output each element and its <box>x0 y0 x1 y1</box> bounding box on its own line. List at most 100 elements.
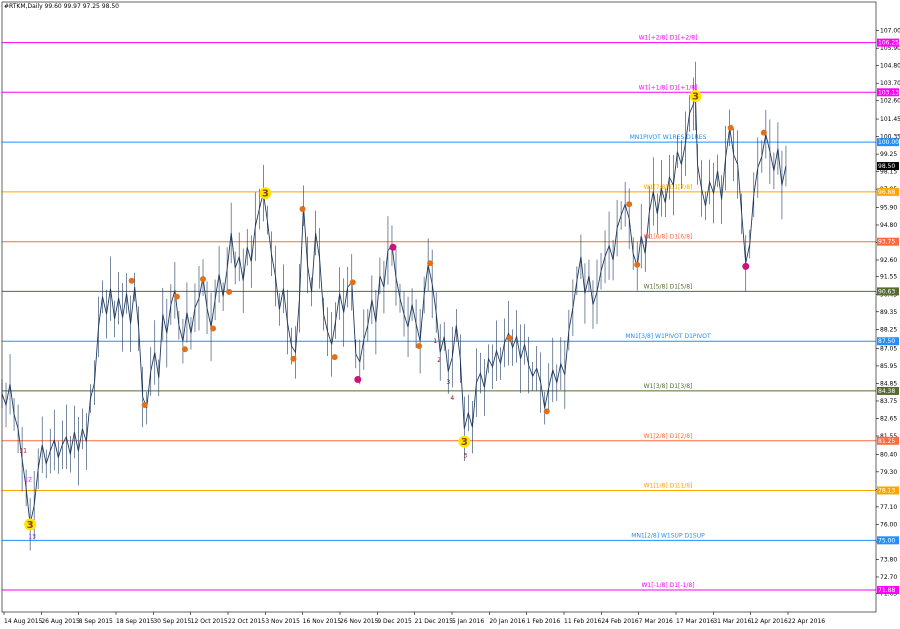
y-tick-label: 103.70 <box>880 80 900 87</box>
wave-marker-orange <box>349 279 356 286</box>
x-tick-label: 12 Apr 2016 <box>751 618 788 625</box>
current-price-tag-bg <box>877 162 899 171</box>
y-tick-label: 71.65 <box>880 591 897 598</box>
level-price-tag: 75.00 <box>877 536 899 545</box>
markers-layer: 3 3 3 3 <box>24 89 767 531</box>
level-price-tag-text: 87.50 <box>878 338 895 345</box>
x-tick-label: 5 Jan 2016 <box>452 618 484 625</box>
y-tick-label: 104.80 <box>880 63 900 70</box>
level-price-tag-bg <box>877 386 899 395</box>
wave-marker-orange <box>299 206 306 213</box>
x-tick-label: 21 Dec 2015 <box>415 618 454 625</box>
y-tick-label: 82.65 <box>880 415 897 422</box>
level-price-tag-bg <box>877 138 899 147</box>
wave-count-label: 4 <box>450 395 454 402</box>
y-tick-label: 95.90 <box>880 204 897 211</box>
x-tick-label: 26 Nov 2015 <box>340 618 379 625</box>
y-tick-label: 91.55 <box>880 274 897 281</box>
level-price-tag-bg <box>877 486 899 495</box>
level-label: MN1[2/8] W1SUP D1SUP <box>631 532 705 539</box>
y-tick-label: 72.70 <box>880 574 897 581</box>
level-price-tag-text: 81.25 <box>878 438 895 445</box>
x-tick-label: 24 Feb 2016 <box>601 618 639 625</box>
wave-count-label: 3 <box>463 453 467 460</box>
price-tags-layer: 106.25 103.13 100.00 96.88 93.75 90.63 87.50 84… <box>877 38 899 595</box>
x-tick-label: 14 Aug 2015 <box>4 618 43 625</box>
level-label: MN1PIVOT W1RES D1RES <box>630 134 707 141</box>
level-label: W1[6/8] D1[6/8] <box>644 234 693 241</box>
level-price-tag: 84.38 <box>877 386 899 395</box>
level-price-tag-bg <box>877 88 899 97</box>
wave-count-label: 2 <box>437 357 441 364</box>
wave-marker-orange <box>760 129 767 136</box>
level-price-tag-text: 71.88 <box>878 587 895 594</box>
wave-marker-label: 3 <box>461 437 468 448</box>
level-price-tag: 81.25 <box>877 436 899 445</box>
y-tick-label: 88.25 <box>880 326 897 333</box>
wave-marker-orange <box>210 325 217 332</box>
wave-marker-major <box>458 435 471 448</box>
level-price-tag: 78.13 <box>877 486 899 495</box>
wave-marker-orange <box>200 276 207 283</box>
level-label: W1[-1/8] D1[-1/8] <box>641 582 694 589</box>
y-tick-label: 87.05 <box>880 345 897 352</box>
level-label: MN1[3/8] W1PIVOT D1PIVOT <box>625 333 711 340</box>
level-price-tag-text: 96.88 <box>878 189 895 196</box>
level-price-tag-bg <box>877 187 899 196</box>
level-label: W1[+1/8] D1[+1/8] <box>639 84 698 91</box>
x-tick-label: 16 Nov 2015 <box>303 618 342 625</box>
y-tick-label: 76.00 <box>880 521 897 528</box>
plot-border <box>1 1 877 613</box>
level-price-tag-text: 100.00 <box>878 139 899 146</box>
y-tick-label: 84.85 <box>880 380 897 387</box>
wave-count-label: 3 <box>446 379 450 386</box>
level-price-tag-bg <box>877 436 899 445</box>
y-tick-label: 100.35 <box>880 134 900 141</box>
level-price-tag-text: 93.75 <box>878 239 895 246</box>
y-tick-label: 85.95 <box>880 363 897 370</box>
wave-marker-magenta <box>354 375 362 383</box>
x-tick-label: 31 Mar 2016 <box>713 618 751 625</box>
level-price-tag-text: 84.38 <box>878 388 895 395</box>
x-tick-label: 11 Feb 2016 <box>564 618 602 625</box>
y-tick-label: 101.45 <box>880 116 900 123</box>
level-label: W1[+2/8] D1[+2/8] <box>639 35 698 42</box>
current-price-tag-text: 98.50 <box>878 163 895 170</box>
level-price-tag: 100.00 <box>877 138 899 147</box>
wave-marker-label: 3 <box>692 91 699 102</box>
wave-marker-orange <box>506 335 513 342</box>
level-label: W1[1/8] D1[1/8] <box>644 482 693 489</box>
y-tick-label: 79.30 <box>880 469 897 476</box>
y-tick-label: 83.75 <box>880 398 897 405</box>
level-label: W1[5/8] D1[5/8] <box>644 283 693 290</box>
wave-marker-orange <box>634 261 641 268</box>
level-price-tag-text: 90.63 <box>878 288 895 295</box>
level-label: W1[2/8] D1[2/8] <box>644 433 693 440</box>
level-price-tag-bg <box>877 586 899 595</box>
level-price-tag-bg <box>877 337 899 346</box>
y-tick-label: 99.25 <box>880 151 897 158</box>
y-tick-label: 80.40 <box>880 451 897 458</box>
level-price-tag: 71.88 <box>877 586 899 595</box>
level-price-tag-bg <box>877 237 899 246</box>
x-tick-label: 1 Feb 2016 <box>527 618 561 625</box>
x-tick-label: 30 Sep 2015 <box>153 618 191 625</box>
wave-marker-major <box>24 518 37 531</box>
level-price-tag: 96.88 <box>877 187 899 196</box>
x-tick-label: 3 Nov 2015 <box>265 618 300 625</box>
level-price-tag: 90.63 <box>877 287 899 296</box>
x-tick-label: 9 Dec 2015 <box>377 618 412 625</box>
level-price-tag-bg <box>877 287 899 296</box>
x-tick-label: 18 Sep 2015 <box>116 618 154 625</box>
level-price-tag: 106.25 <box>877 38 899 47</box>
wave-marker-orange <box>331 354 338 361</box>
level-price-tag-text: 106.25 <box>878 40 899 47</box>
level-price-tag: 93.75 <box>877 237 899 246</box>
level-price-tag-bg <box>877 536 899 545</box>
wave-marker-orange <box>141 401 148 408</box>
wave-marker-orange <box>626 201 633 208</box>
x-tick-label: 22 Oct 2015 <box>228 618 265 625</box>
